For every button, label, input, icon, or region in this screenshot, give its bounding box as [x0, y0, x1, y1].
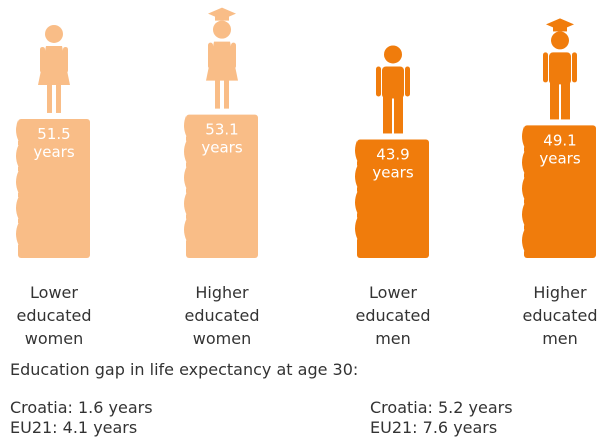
stack-edge: [354, 191, 358, 214]
leg: [383, 96, 392, 134]
note: Croatia: 1.6 years: [10, 398, 153, 417]
stack-edge: [15, 170, 19, 194]
note: EU21: 7.6 years: [370, 418, 498, 437]
note: EU21: 4.1 years: [10, 418, 138, 437]
stack-edge: [183, 192, 187, 215]
person-icon: [376, 45, 410, 134]
leg: [224, 79, 229, 109]
leg: [550, 82, 559, 120]
stack-edge: [354, 165, 358, 188]
stack-edge: [521, 229, 525, 252]
arm: [40, 46, 45, 73]
value-label: 49.1: [543, 131, 576, 149]
stack: [18, 118, 90, 258]
leg: [215, 79, 220, 109]
value-label: 53.1: [205, 121, 238, 139]
stack-edge: [354, 139, 358, 162]
unit-label: years: [33, 143, 74, 161]
stack-edge: [521, 151, 525, 174]
arm: [208, 42, 213, 69]
stack-edge: [354, 217, 358, 240]
arm: [63, 46, 68, 73]
arm: [543, 52, 548, 83]
value-label: 51.5: [37, 125, 70, 143]
stack: [186, 114, 258, 258]
stack-edge: [183, 166, 187, 189]
notes-heading: Education gap in life expectancy at age …: [10, 360, 359, 379]
unit-label: years: [372, 163, 413, 181]
stack-edge: [521, 203, 525, 226]
head: [384, 45, 402, 64]
leg: [56, 83, 61, 113]
dress: [38, 45, 70, 85]
leg: [47, 83, 52, 113]
person-icon: [206, 7, 238, 109]
category-label: Lower educated women: [16, 283, 92, 348]
arm: [376, 66, 381, 97]
stack: [357, 139, 429, 258]
stack-edge: [521, 125, 525, 148]
arm: [231, 42, 236, 69]
dress: [206, 41, 238, 81]
arm: [405, 66, 410, 97]
value-label: 43.9: [376, 145, 409, 163]
stack-edge: [15, 222, 19, 246]
leg: [561, 82, 570, 120]
stack-edge: [183, 114, 187, 137]
head: [45, 24, 63, 43]
category-label: Higher educated women: [184, 283, 260, 348]
unit-label: years: [201, 139, 242, 157]
stack-edge: [183, 140, 187, 163]
stack: [524, 125, 596, 259]
person-icon: [543, 18, 577, 120]
graduation-cap: [553, 25, 567, 32]
torso: [549, 52, 571, 85]
stack-edge: [15, 144, 19, 168]
stack-edge: [521, 177, 525, 200]
person-icon: [38, 24, 70, 113]
stack-edge: [15, 118, 19, 142]
unit-label: years: [539, 149, 580, 167]
head: [551, 31, 569, 50]
category-label: Higher educated men: [522, 283, 598, 348]
stack-edge: [183, 218, 187, 241]
note: Croatia: 5.2 years: [370, 398, 513, 417]
graduation-cap: [215, 14, 229, 21]
head: [213, 20, 231, 39]
stack-edge: [15, 196, 19, 220]
leg: [394, 96, 403, 134]
torso: [382, 66, 404, 99]
category-label: Lower educated men: [355, 283, 431, 348]
arm: [572, 52, 577, 83]
